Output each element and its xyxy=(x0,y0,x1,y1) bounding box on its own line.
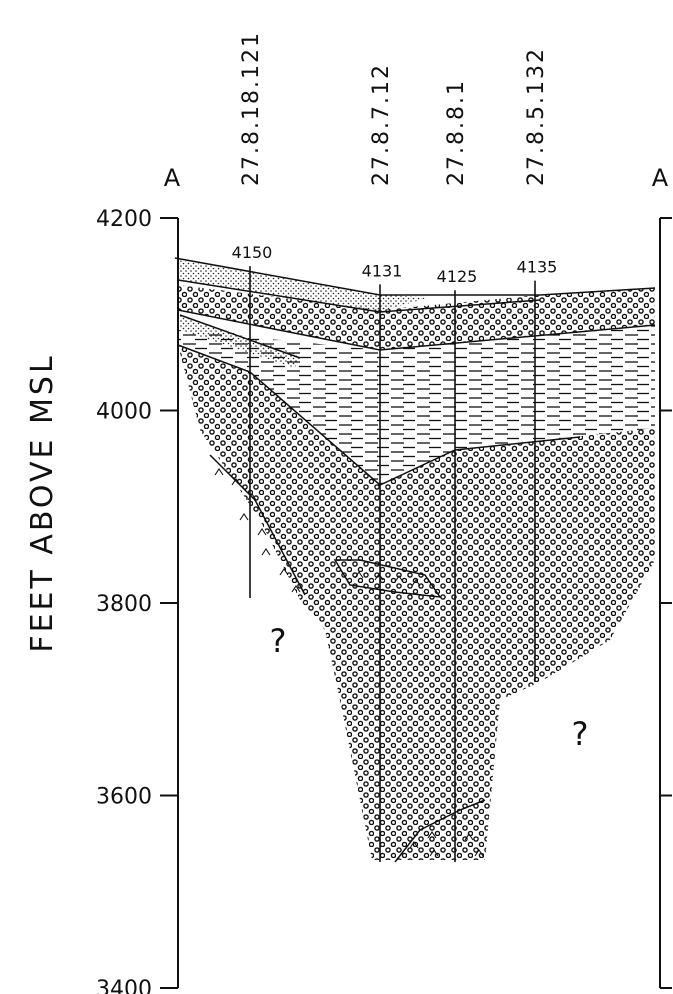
y-tick-label: 4200 xyxy=(96,207,152,232)
section-end-right: A xyxy=(652,164,669,192)
y-tick-label: 3400 xyxy=(96,977,152,994)
y-tick-label: 3800 xyxy=(96,592,152,617)
volcanic-symbols xyxy=(214,468,484,857)
unknown-mark: ? xyxy=(572,715,589,753)
well-name: 27.8.7.12 xyxy=(369,63,394,186)
sand-lens xyxy=(180,315,300,368)
section-end-left: A xyxy=(164,164,181,192)
well-elevation: 4150 xyxy=(232,243,273,262)
well-elevation: 4125 xyxy=(437,267,478,286)
well-name: 27.8.5.132 xyxy=(524,47,549,186)
strata xyxy=(174,257,656,863)
y-tick-label: 4000 xyxy=(96,400,152,425)
axis-label: FEET ABOVE MSL xyxy=(25,353,60,652)
unknown-mark: ? xyxy=(270,622,287,660)
well-name: 27.8.8.1 xyxy=(444,79,469,186)
well-name: 27.8.18.121 xyxy=(239,31,264,186)
sand-surface xyxy=(178,260,430,312)
well-elevation: 4131 xyxy=(362,261,403,280)
y-tick-label: 3600 xyxy=(96,785,152,810)
well-elevation: 4135 xyxy=(517,258,558,277)
